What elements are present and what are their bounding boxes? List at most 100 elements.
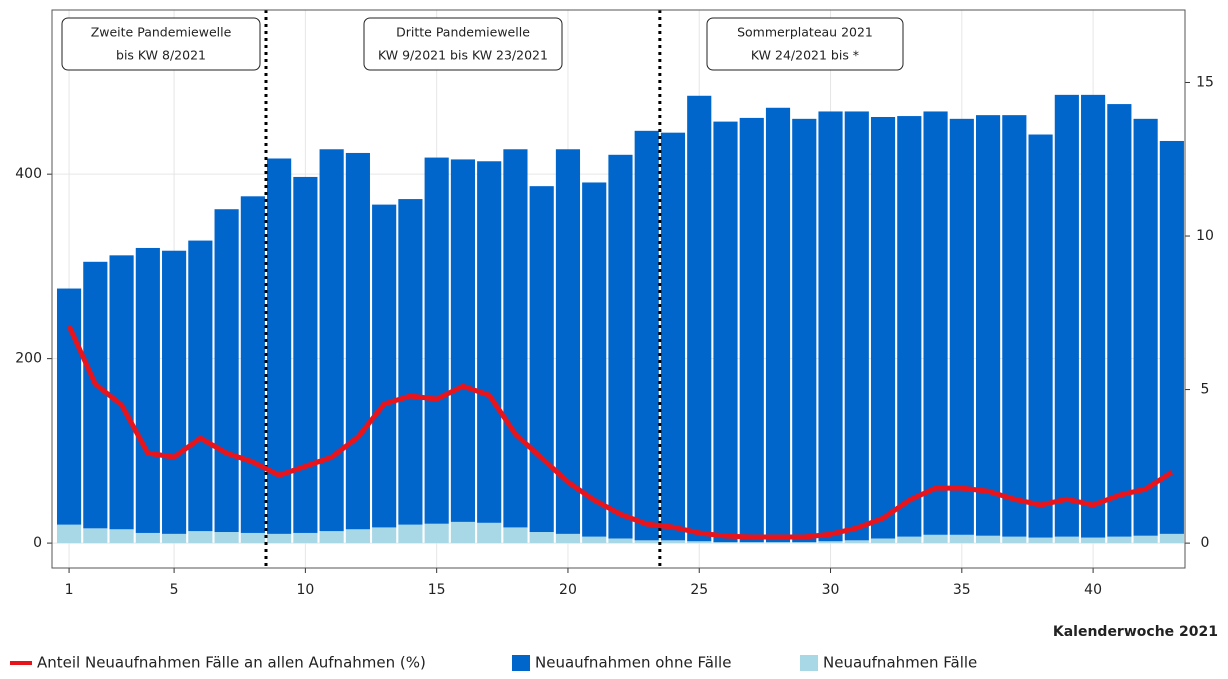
bar	[450, 159, 476, 522]
legend-label: Neuaufnahmen Fälle	[823, 654, 977, 672]
bar	[844, 111, 869, 541]
x-tick-label: 20	[559, 582, 577, 598]
bar	[214, 532, 239, 544]
bar	[1054, 536, 1079, 544]
bar	[135, 247, 160, 533]
bar	[188, 240, 213, 532]
x-tick-label: 5	[170, 582, 179, 598]
x-tick-label: 35	[953, 582, 971, 598]
bar	[1002, 115, 1027, 537]
bar	[56, 524, 82, 544]
bar	[687, 541, 712, 544]
annotation-text: bis KW 8/2021	[116, 48, 206, 63]
bar	[424, 157, 449, 524]
bar	[949, 118, 974, 535]
bar	[109, 255, 134, 530]
bar	[1054, 94, 1079, 537]
bar	[503, 527, 528, 544]
x-tick-label: 15	[428, 582, 446, 598]
legend-label: Neuaufnahmen ohne Fälle	[535, 654, 731, 672]
bar	[240, 532, 265, 544]
x-axis-label: Kalenderwoche 2021	[1053, 624, 1218, 640]
bar	[1107, 104, 1132, 537]
bar	[923, 534, 948, 544]
y-tick-label: 0	[33, 535, 42, 551]
bar	[372, 204, 397, 528]
bar	[634, 540, 659, 544]
bar	[345, 529, 370, 544]
bar	[267, 533, 292, 544]
x-tick-label: 10	[296, 582, 314, 598]
annotation-text: Sommerplateau 2021	[737, 25, 873, 40]
y2-tick-label: 15	[1196, 74, 1214, 90]
bar	[477, 161, 502, 523]
bar	[424, 523, 449, 544]
annotation-text: KW 9/2021 bis KW 23/2021	[378, 48, 548, 63]
x-tick-label: 40	[1084, 582, 1102, 598]
bar	[398, 199, 423, 525]
bar	[83, 528, 108, 544]
bar	[240, 196, 265, 533]
y2-tick-label: 10	[1196, 228, 1214, 244]
annotation-box	[706, 17, 904, 71]
bar	[870, 116, 896, 539]
bar	[1028, 134, 1053, 538]
bar	[83, 261, 108, 529]
bar	[713, 542, 738, 544]
annotation-text: Zweite Pandemiewelle	[91, 25, 232, 40]
x-tick-label: 30	[822, 582, 840, 598]
bar	[1159, 140, 1184, 534]
bar	[162, 250, 187, 534]
bar	[975, 535, 1001, 544]
bar	[319, 531, 344, 544]
annotation-box	[363, 17, 563, 71]
bar	[555, 533, 581, 544]
bar	[844, 540, 869, 544]
bar	[870, 538, 896, 544]
annotation-box	[61, 17, 261, 71]
bar	[1159, 533, 1184, 544]
bar	[1081, 537, 1106, 544]
bar	[1133, 118, 1158, 536]
line-series	[66, 324, 1174, 540]
bar	[162, 533, 187, 544]
bar	[765, 107, 791, 543]
bar	[503, 149, 528, 528]
bar	[660, 540, 686, 544]
bar	[135, 532, 160, 544]
bar	[923, 111, 948, 535]
bar	[897, 536, 922, 544]
legend-swatch	[512, 655, 530, 671]
legend-swatch	[800, 655, 818, 671]
bar	[56, 288, 82, 525]
bar	[1107, 536, 1132, 544]
bar	[555, 149, 581, 534]
bar	[608, 154, 633, 539]
bar	[109, 529, 134, 544]
bar	[818, 111, 843, 542]
y-tick-label: 400	[15, 166, 42, 182]
bar	[1002, 536, 1027, 544]
bar	[398, 524, 423, 544]
bar	[1133, 535, 1158, 544]
x-tick-label: 25	[690, 582, 708, 598]
bar	[1081, 94, 1106, 538]
plot-frame	[51, 9, 1186, 569]
y-tick-label: 200	[15, 351, 42, 367]
bar	[319, 149, 344, 532]
bar	[214, 209, 239, 533]
bar	[582, 536, 607, 544]
bar	[713, 121, 738, 543]
annotation-text: KW 24/2021 bis *	[751, 48, 859, 63]
bar	[739, 117, 764, 543]
bar	[293, 532, 318, 544]
bar	[477, 522, 502, 544]
legend-label: Anteil Neuaufnahmen Fälle an allen Aufna…	[37, 654, 426, 672]
bar	[765, 542, 791, 544]
bar	[1028, 537, 1053, 544]
bar	[687, 95, 712, 542]
bar	[739, 542, 764, 544]
x-tick-label: 1	[65, 582, 74, 598]
bar	[345, 152, 370, 530]
